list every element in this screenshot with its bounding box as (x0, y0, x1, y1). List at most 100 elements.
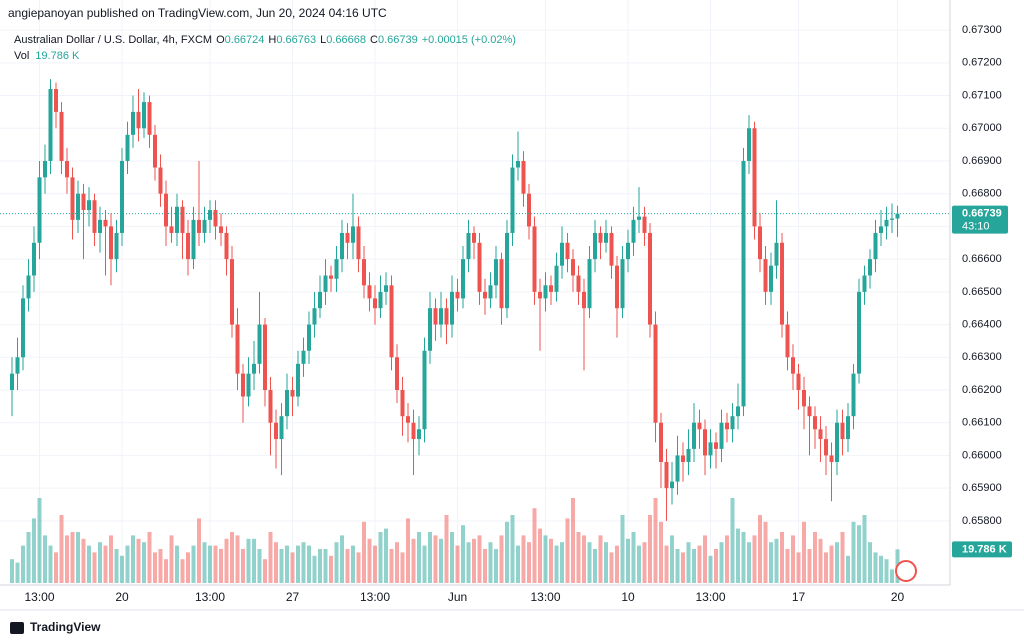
publisher: angiepanoyan published on TradingView.co… (8, 6, 387, 20)
volume-bar (543, 535, 548, 583)
volume-bar (296, 545, 300, 583)
volume-bar (54, 552, 58, 583)
candle-body (98, 219, 102, 233)
volume-bar (527, 542, 531, 583)
volume-bar (373, 545, 377, 583)
volume-bar (290, 552, 295, 583)
y-tick-label: 0.66600 (962, 253, 1002, 265)
candle-body (708, 442, 713, 456)
volume-bar (246, 538, 251, 583)
volume-bar (686, 542, 691, 583)
volume-bar (604, 542, 608, 583)
candle-body (730, 416, 735, 430)
volume-bar (219, 549, 223, 583)
candle-body (505, 232, 509, 309)
volume-bar (807, 549, 812, 583)
volume-bar (26, 532, 31, 583)
volume-bar (142, 542, 146, 583)
volume-bar (356, 552, 361, 583)
volume-bar (884, 559, 889, 583)
candle-body (637, 216, 641, 220)
candle-body (483, 291, 487, 299)
volume-bar (76, 532, 80, 583)
volume-bar (620, 515, 625, 583)
volume-bar (483, 549, 487, 583)
x-tick-label: 13:00 (24, 590, 54, 604)
volume-bar (312, 555, 317, 583)
candle-body (153, 134, 157, 168)
volume-bar (422, 545, 427, 583)
volume-bar (763, 521, 768, 583)
candle-body (664, 461, 669, 489)
volume-bar (323, 549, 328, 583)
candle-body (455, 291, 460, 299)
volume-bar (406, 518, 410, 583)
volume-bar (120, 555, 124, 583)
candle-body (274, 422, 278, 440)
candle-body (686, 448, 691, 462)
volume-bar (125, 545, 130, 583)
candle-body (461, 259, 465, 299)
candle-body (466, 232, 471, 260)
candle-body (499, 259, 504, 309)
candle-body (417, 429, 421, 440)
volume-bar (153, 552, 157, 583)
candle-body (604, 232, 608, 243)
candle-body (279, 416, 284, 440)
volume-bar (681, 552, 685, 583)
candle-body (736, 406, 740, 417)
candle-body (494, 259, 498, 286)
volume-bar (505, 521, 509, 583)
event-flag[interactable] (895, 560, 917, 582)
volume-bar (400, 552, 405, 583)
y-tick-label: 0.65800 (962, 515, 1002, 527)
candle-body (477, 242, 482, 292)
candle-body (356, 226, 361, 260)
candle-body (620, 259, 625, 309)
legend-ohlc-value: 0.66739 (378, 34, 418, 46)
candle-body (554, 265, 559, 292)
volume-bar (609, 552, 614, 583)
volume-bar (626, 538, 630, 583)
candle-body (131, 111, 135, 135)
candle-body (725, 422, 729, 430)
candle-body (114, 232, 119, 260)
volume-bar (455, 545, 460, 583)
candle-body (422, 350, 427, 430)
volume-bar (444, 515, 449, 583)
candle-body (213, 210, 218, 227)
y-tick-label: 0.66800 (962, 188, 1002, 200)
volume-bar (175, 545, 179, 583)
volume-bar (868, 542, 872, 583)
volume-badge-label: 19.786 K (962, 543, 1007, 555)
volume-bar (587, 542, 592, 583)
candle-body (873, 232, 878, 260)
volume-bar (846, 555, 850, 583)
volume-bar (730, 498, 735, 583)
volume-bar (538, 528, 542, 583)
candle-body (92, 200, 97, 233)
legend-ohlc-value: 0.66668 (326, 34, 366, 46)
candle-body (516, 160, 520, 168)
volume-bar (411, 538, 416, 583)
x-tick-label: 20 (891, 590, 905, 604)
legend-ohlc-value: 0.66763 (276, 34, 316, 46)
candle-body (868, 259, 872, 276)
volume-bar (560, 542, 564, 583)
candle-body (285, 390, 289, 417)
candle-body (587, 259, 592, 309)
candle-body (439, 308, 443, 325)
candle-body (510, 167, 515, 233)
volume-bar (758, 515, 762, 583)
candle-body (774, 242, 779, 266)
volume-bar (659, 521, 663, 583)
volume-bar (59, 515, 64, 583)
volume-bar (554, 545, 559, 583)
candle-body (543, 285, 548, 299)
volume-bar (21, 545, 25, 583)
candle-body (626, 242, 630, 260)
candle-body (450, 291, 454, 325)
candle-body (560, 242, 564, 266)
volume-bar (631, 532, 636, 583)
